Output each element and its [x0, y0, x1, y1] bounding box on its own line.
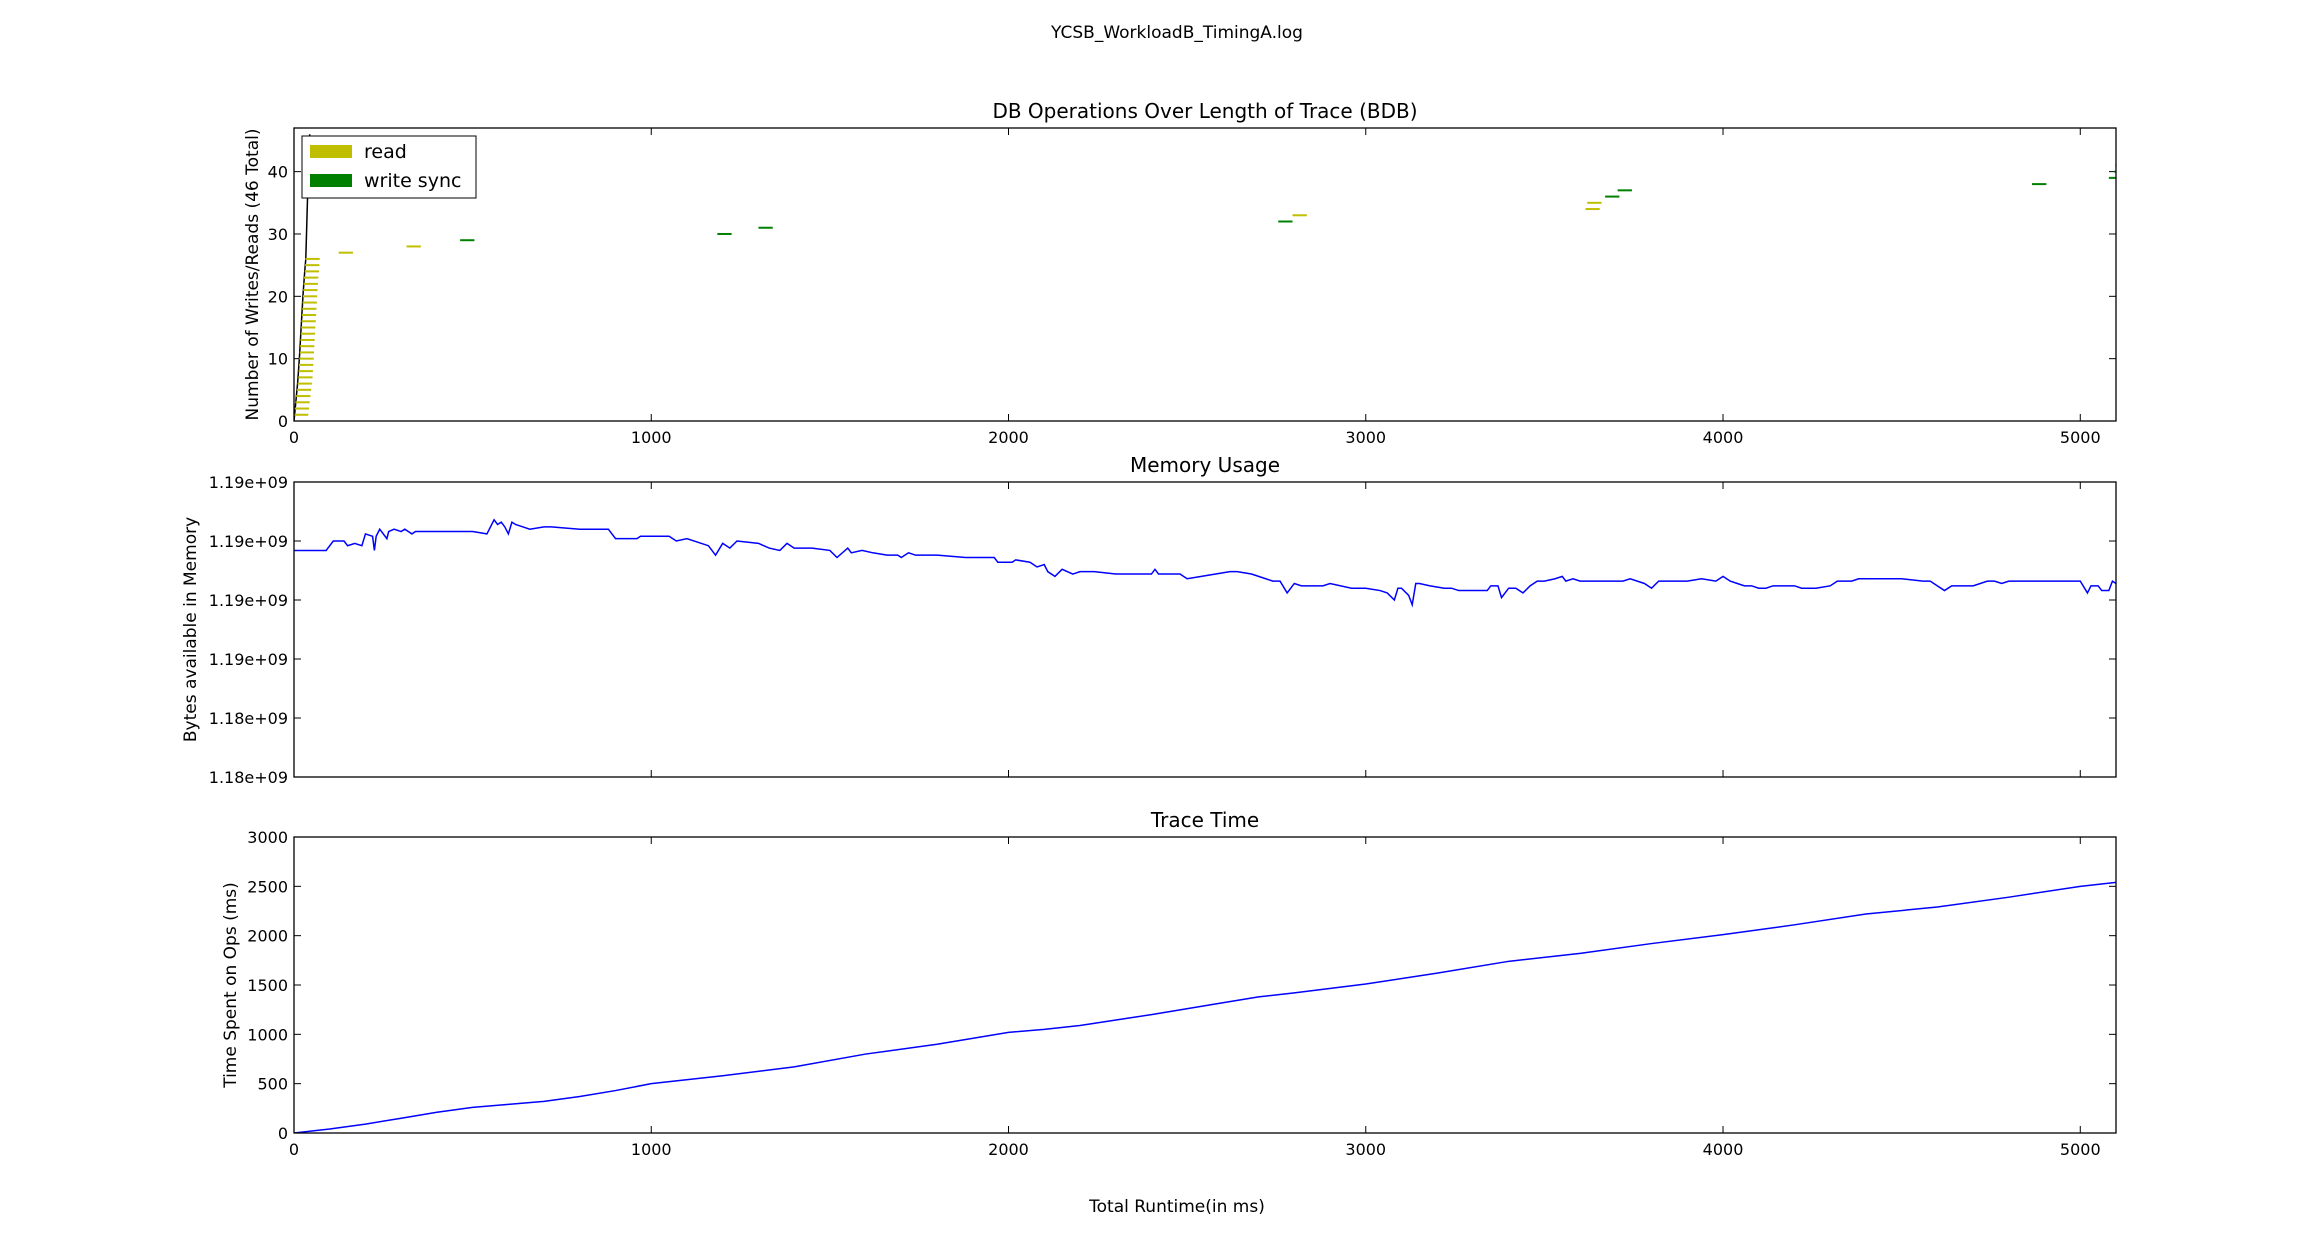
y-tick-label: 500	[257, 1075, 288, 1094]
plot-area	[294, 881, 2116, 1133]
x-axis-label: Total Runtime(in ms)	[1088, 1197, 1265, 1217]
legend: read write sync	[301, 135, 477, 199]
y-tick-label: 1.18e+09	[209, 709, 288, 728]
y-tick-label: 1.18e+09	[209, 768, 288, 787]
y-tick-label: 0	[278, 412, 288, 431]
figure-title: YCSB_WorkloadB_TimingA.log	[1050, 23, 1303, 43]
y-tick-label: 3000	[247, 828, 288, 847]
x-tick-label: 3000	[1345, 428, 1386, 447]
y-tick-label: 2500	[247, 877, 288, 896]
x-tick-label: 0	[289, 1140, 299, 1159]
axes-frame	[293, 127, 2117, 422]
subplot-3: Trace Time Time Spent on Ops (ms) 0 1000 200…	[221, 808, 2117, 1159]
x-tick-label: 5000	[2060, 1140, 2101, 1159]
trace-time-line	[294, 881, 2116, 1133]
x-tick-label: 1000	[631, 1140, 672, 1159]
plot-area	[294, 518, 2116, 608]
chart-title: DB Operations Over Length of Trace (BDB)	[992, 99, 1417, 123]
x-tick-label: 4000	[1703, 428, 1744, 447]
x-tick-label: 2000	[988, 1140, 1029, 1159]
y-axis-label: Bytes available in Memory	[181, 517, 201, 742]
y-axis-label: Number of Writes/Reads (46 Total)	[243, 129, 263, 421]
x-tick-label: 2000	[988, 428, 1029, 447]
y-tick-label: 10	[268, 350, 288, 369]
x-tick-label: 4000	[1703, 1140, 1744, 1159]
x-tick-label: 1000	[631, 428, 672, 447]
x-tick-label: 0	[289, 428, 299, 447]
x-tick-label: 3000	[1345, 1140, 1386, 1159]
chart-title: Memory Usage	[1130, 453, 1280, 477]
y-tick-label: 2000	[247, 927, 288, 946]
y-tick-label: 0	[278, 1124, 288, 1143]
axes-frame	[293, 481, 2117, 778]
y-tick-label: 1.19e+09	[209, 650, 288, 669]
y-tick-label: 1000	[247, 1025, 288, 1044]
y-tick-label: 1.19e+09	[209, 591, 288, 610]
x-tick-label: 5000	[2060, 428, 2101, 447]
read-legend-swatch	[310, 145, 352, 158]
y-tick-label: 30	[268, 225, 288, 244]
subplot-1: DB Operations Over Length of Trace (BDB)…	[243, 99, 2117, 447]
axes-frame	[293, 836, 2117, 1134]
subplot-2: Memory Usage Bytes available in Memory 1.1…	[181, 453, 2117, 787]
memory-line	[294, 518, 2116, 608]
y-tick-label: 20	[268, 287, 288, 306]
chart-title: Trace Time	[1150, 808, 1259, 832]
y-tick-label: 1.19e+09	[209, 532, 288, 551]
read-legend-label: read	[364, 141, 407, 163]
plot-area	[294, 134, 2116, 421]
y-axis-label: Time Spent on Ops (ms)	[221, 882, 241, 1089]
write-sync-legend-swatch	[310, 174, 352, 187]
y-tick-label: 1.19e+09	[209, 473, 288, 492]
y-tick-label: 1500	[247, 976, 288, 995]
subplots: DB Operations Over Length of Trace (BDB)…	[181, 99, 2117, 1159]
write-sync-legend-label: write sync	[364, 170, 461, 192]
y-tick-label: 40	[268, 163, 288, 182]
